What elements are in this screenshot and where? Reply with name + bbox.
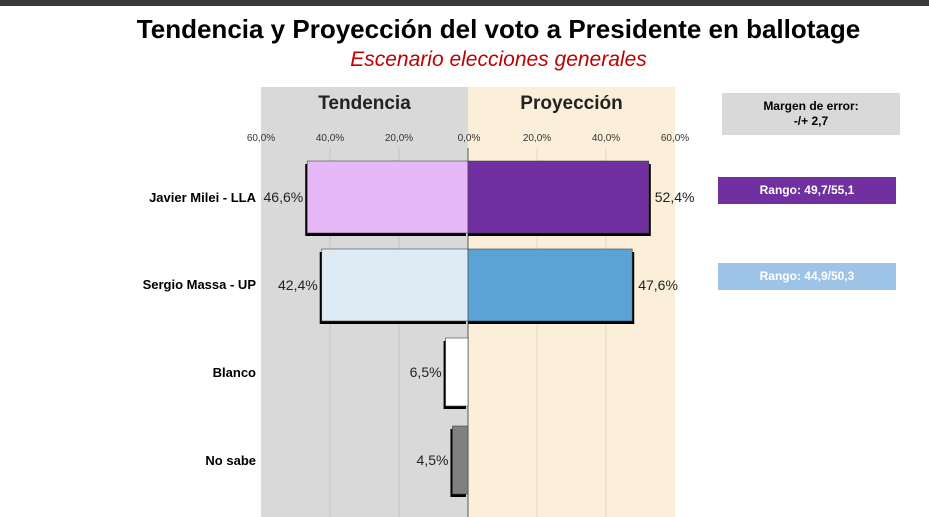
bar-tendencia <box>321 248 469 322</box>
bar-proyeccion <box>467 160 650 234</box>
x-tick-label: 60,0% <box>247 133 275 144</box>
data-label: 47,6% <box>638 277 678 293</box>
bar-proyeccion <box>467 248 633 322</box>
category-label: No sabe <box>205 453 256 468</box>
margin-of-error-label: Margen de error: <box>763 99 859 113</box>
x-tick-label: 20,0% <box>385 133 413 144</box>
chart-title: Tendencia y Proyección del voto a Presid… <box>136 14 861 44</box>
bar-tendencia <box>452 425 469 495</box>
range-badge-massa: Rango: 44,9/50,3 <box>718 263 896 290</box>
data-label: 6,5% <box>410 364 442 380</box>
data-label: 4,5% <box>417 452 449 468</box>
x-tick-label: 40,0% <box>592 133 620 144</box>
bar-tendencia <box>445 337 469 407</box>
x-tick-label: 40,0% <box>316 133 344 144</box>
data-label: 42,4% <box>278 277 318 293</box>
proyeccion-header: Proyección <box>520 93 623 114</box>
x-tick-label: 60,0% <box>661 133 689 144</box>
x-tick-label: 0,0% <box>458 133 481 144</box>
category-label: Sergio Massa - UP <box>142 277 256 292</box>
tendencia-header: Tendencia <box>318 93 411 114</box>
top-bar <box>0 0 929 6</box>
chart-subtitle: Escenario elecciones generales <box>350 48 647 71</box>
category-label: Javier Milei - LLA <box>149 190 256 205</box>
bar-tendencia <box>306 160 469 234</box>
data-label: 46,6% <box>264 189 304 205</box>
x-tick-label: 20,0% <box>523 133 551 144</box>
margin-of-error-box: Margen de error: -/+ 2,7 <box>722 93 900 135</box>
data-label: 52,4% <box>655 189 695 205</box>
range-badge-milei: Rango: 49,7/55,1 <box>718 177 896 204</box>
category-label: Blanco <box>212 365 256 380</box>
margin-of-error-value: -/+ 2,7 <box>793 114 829 128</box>
